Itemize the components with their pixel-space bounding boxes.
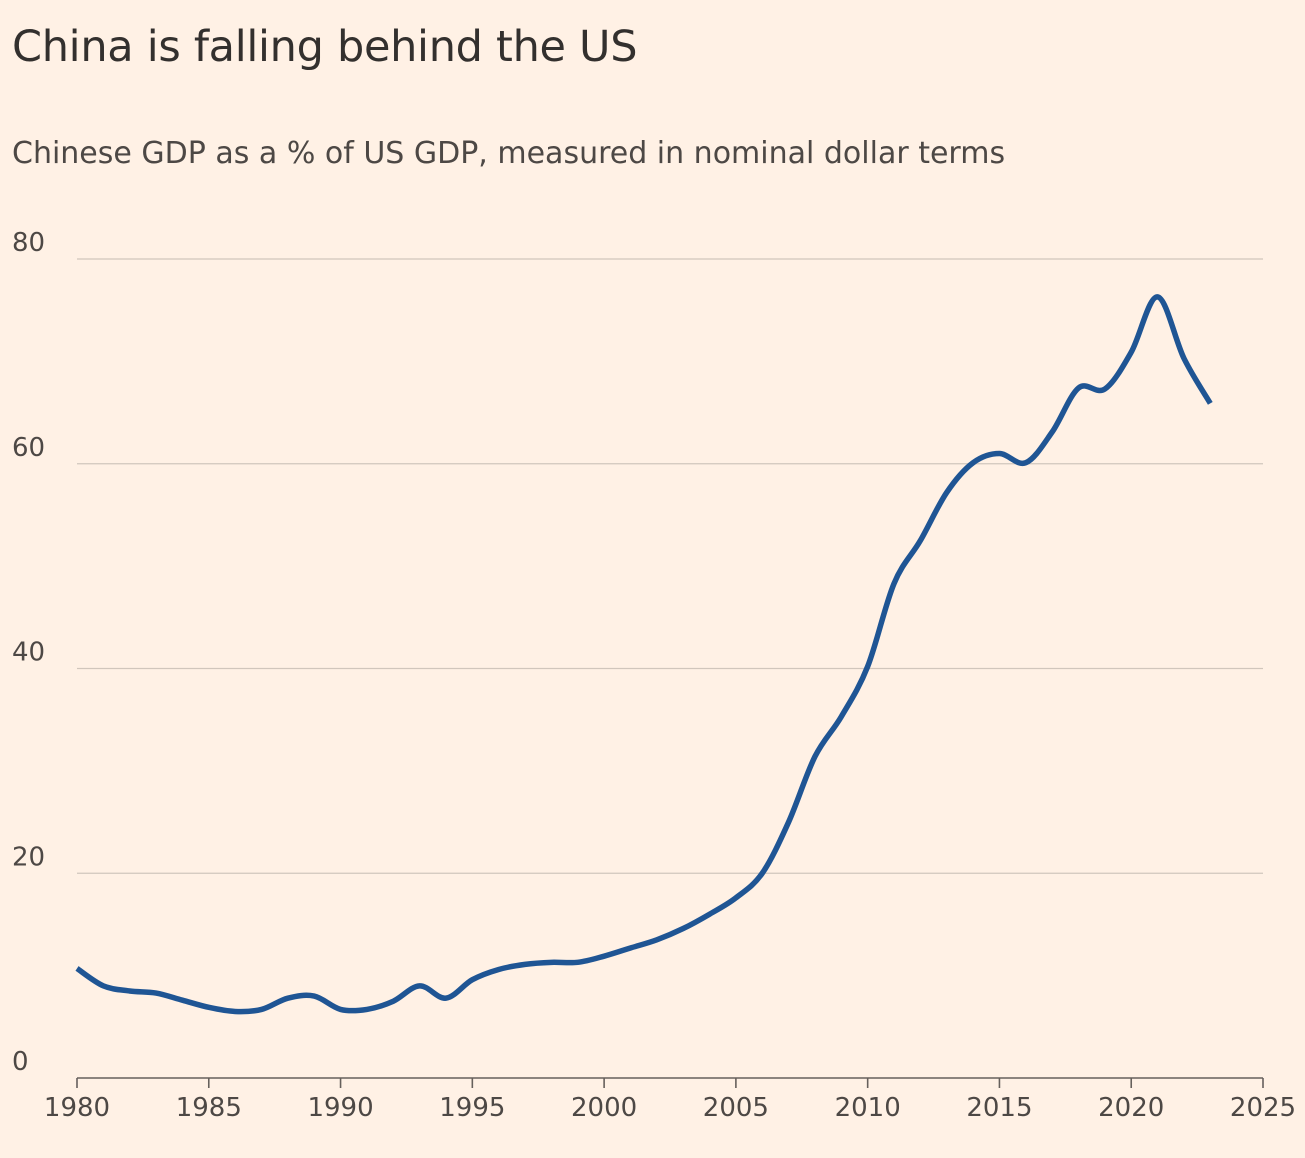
x-tick-label: 2020 (1098, 1093, 1164, 1123)
gridlines (77, 258, 1263, 874)
x-tick-label: 2010 (835, 1093, 901, 1123)
y-tick-label: 80 (12, 228, 45, 258)
x-axis-labels: 1980 1985 1990 1995 2000 2005 2010 2015 2020 2025 (44, 1093, 1296, 1123)
x-tick-label: 2015 (966, 1093, 1032, 1123)
chart-subtitle: Chinese GDP as a % of US GDP, measured i… (12, 136, 1006, 171)
x-tick-label: 1980 (44, 1093, 110, 1123)
x-tick-label: 1995 (439, 1093, 505, 1123)
y-tick-label: 0 (12, 1047, 29, 1077)
y-axis-labels: 0 20 40 60 80 (12, 228, 45, 1077)
series-line-0 (75, 294, 1213, 1015)
x-tick-label: 2005 (703, 1093, 769, 1123)
x-tick-label: 1990 (307, 1093, 373, 1123)
y-tick-label: 40 (12, 638, 45, 668)
x-axis (76, 1077, 1264, 1088)
y-tick-label: 20 (12, 842, 45, 872)
series-layer (75, 294, 1213, 1015)
chart-title: China is falling behind the US (12, 22, 638, 72)
x-tick-label: 2000 (571, 1093, 637, 1123)
y-tick-label: 60 (12, 433, 45, 463)
x-tick-label: 2025 (1230, 1093, 1296, 1123)
x-tick-label: 1985 (176, 1093, 242, 1123)
